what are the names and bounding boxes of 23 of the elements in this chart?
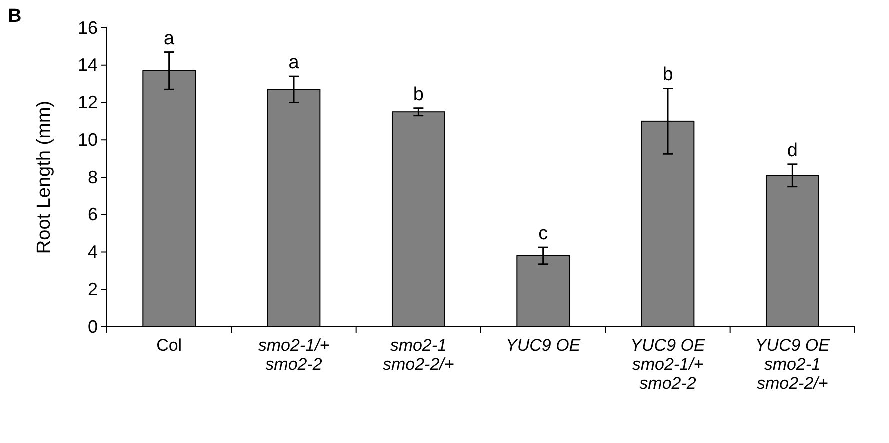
y-tick-label: 2 [88,279,98,300]
x-tick-label: smo2-1 smo2-2/+ [382,336,454,374]
annotation: a [288,52,300,74]
x-tick-label: smo2-1/+ smo2-2 [258,336,330,374]
y-tick-label: 6 [88,204,98,225]
y-tick-label: 12 [78,92,98,113]
x-tick-label: YUC9 OE smo2-1 smo2-2/+ [755,336,831,393]
x-tick-label: YUC9 OE [506,336,582,355]
annotation: b [662,64,674,86]
y-tick-label: 10 [78,130,98,150]
annotation: b [413,84,424,106]
x-tick-label: YUC9 OE smo2-1/+ smo2-2 [630,336,706,393]
y-tick-label: 16 [78,18,98,38]
text: B [8,6,22,27]
annotation: d [787,140,798,162]
y-tick-label: 14 [78,55,98,76]
y-tick-label: 4 [88,242,98,262]
y-tick-label: 8 [88,167,98,188]
y-tick-label: 0 [88,316,98,337]
annotation: a [164,28,176,50]
y-axis-title: Root Length (mm) [34,100,55,254]
annotation: c [538,224,548,245]
x-tick-label: Col [156,336,182,355]
